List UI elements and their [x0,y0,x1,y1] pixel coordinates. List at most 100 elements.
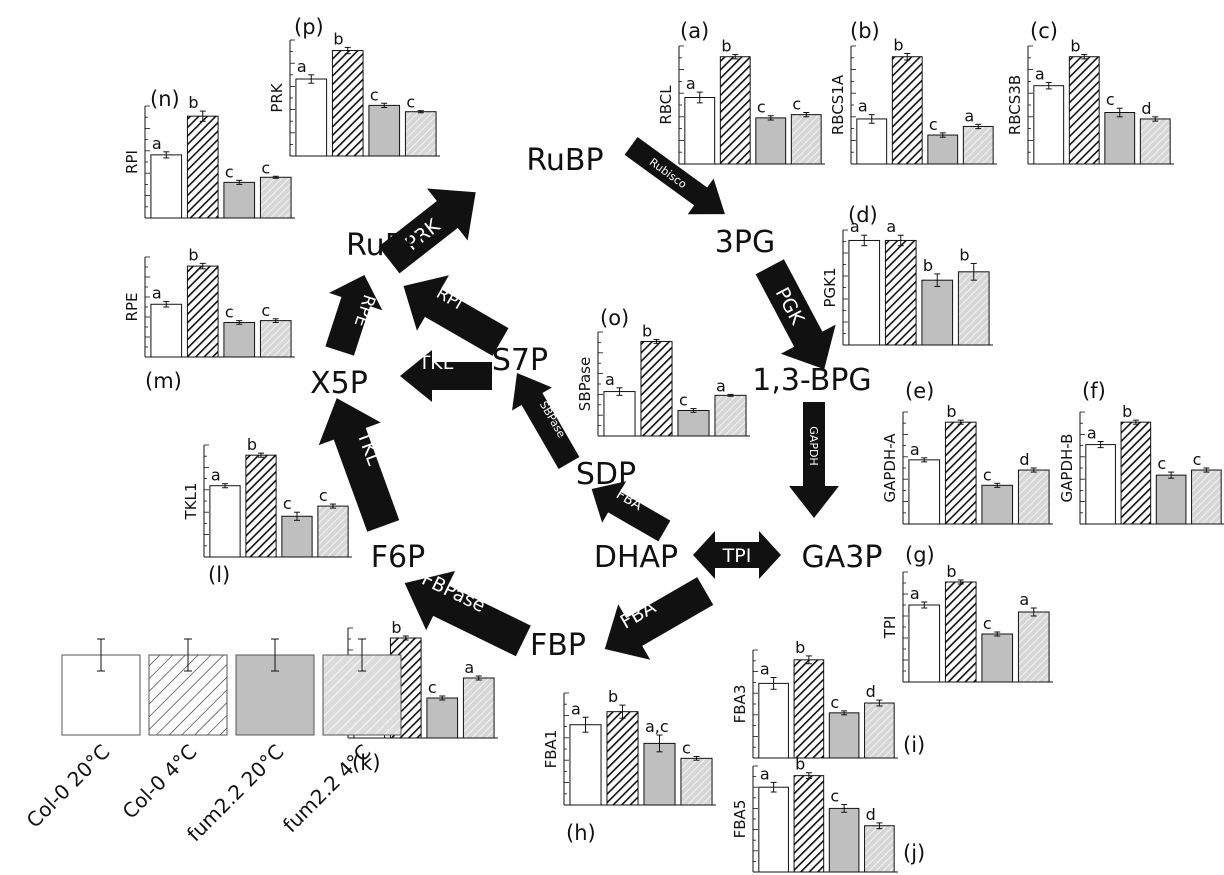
bar-fum2-2-20-c [828,807,860,873]
bar-fum2-2-4-c [259,176,292,219]
panel-label: (m) [145,369,182,393]
bar-col-0-4-c [1068,56,1100,165]
bar-fum2-2-20-c [921,279,954,346]
bar-col-0-4-c [186,265,219,358]
significance-letter: c [983,614,992,633]
bar-col-0-4-c [793,659,825,759]
y-label-rpe: RPE [123,293,141,322]
significance-letter: c [370,85,379,104]
bar-col-0-20-c [758,786,789,873]
y-label-tkl1: TKL1 [182,483,200,521]
metabolite-dhap: DHAP [594,540,678,575]
significance-letter: b [247,435,257,454]
significance-letter: b [1122,402,1132,421]
bar-col-0-4-c [944,421,977,525]
bar-col-0-20-c [295,78,328,157]
significance-letter: a,c [645,717,669,736]
panel-label: (f) [1082,379,1106,403]
significance-letter: a [858,97,868,116]
panel-o: a b c a SBPase (o) [576,306,750,437]
arrow-gapdh: GAPDH [789,402,839,518]
panel-label: (n) [150,87,180,111]
bar-fum2-2-4-c [790,114,822,165]
panel-g: a b c a TPI (g) [881,543,1053,683]
bar-fum2-2-4-c [957,271,990,346]
y-label-rbcs3b: RBCS3B [1006,75,1024,135]
significance-letter: a [1035,64,1045,83]
metabolite-ru5p: Ru5P [346,228,422,263]
bar-fum2-2-4-c [317,505,349,558]
metabolite-s7p: S7P [492,343,548,378]
panel-c: a b c d RBCS3B (c) [1006,19,1174,165]
significance-letter: a [297,57,307,76]
metabolite-f6p: F6P [371,540,425,575]
panel-m: a b c c RPE (m) [123,245,295,393]
panel-label: (k) [352,751,381,775]
metabolite-3pg: 3PG [715,225,775,260]
panel-p: a b c c PRK (p) [268,15,440,157]
significance-letter: a [716,376,726,395]
significance-letter: d [866,805,876,824]
y-label-rpi: RPI [123,150,141,174]
significance-letter: a [910,440,920,459]
metabolite-rubp: RuBP [526,143,603,178]
bar-col-0-20-c [684,96,716,165]
significance-letter: d [866,682,876,701]
significance-letter: a [964,106,974,125]
bar-fum2-2-20-c [368,104,401,157]
panel-label: (d) [848,203,878,227]
significance-letter: b [923,256,933,275]
panel-label: (j) [903,841,925,865]
panel-e: a b c d GAPDH-A (e) [881,379,1053,525]
bar-col-0-20-c [1033,85,1065,165]
significance-letter: c [983,465,992,484]
y-label-prk: PRK [268,82,286,112]
significance-letter: b [893,36,903,55]
significance-letter: c [792,95,801,114]
bar-col-0-4-c [944,581,977,683]
bar-col-0-20-c [856,118,888,165]
bar-col-0-20-c [758,682,789,759]
panel-i: a b c d FBA3 (i) [731,638,925,759]
bar-fum2-2-4-c [680,757,713,806]
significance-letter: a [850,217,860,236]
significance-letter: b [946,402,956,421]
panel-label: (a) [680,19,709,43]
significance-letter: b [188,245,198,264]
bar-fum2-2-20-c [223,321,256,358]
bar-col-0-4-c [719,56,751,165]
panel-n: a b c c RPI (n) [123,87,295,219]
panel-label: (p) [294,15,324,39]
expression-panels: a b c c RBCL (a) a b c a RBCS1A (b) a b c d RBCS3B (c) a a b… [123,15,1224,873]
significance-letter: b [391,618,401,637]
panel-label: (e) [905,379,934,403]
significance-letter: b [333,29,343,48]
significance-letter: a [605,370,615,389]
significance-letter: c [283,494,292,513]
significance-letter: a [211,466,221,485]
panel-label: (i) [903,733,925,757]
significance-letter: a [910,584,920,603]
panel-b: a b c a RBCS1A (b) [829,19,997,165]
bar-col-0-4-c [331,50,364,157]
metabolite-fbp: FBP [530,628,586,663]
significance-letter: c [1157,454,1166,473]
bar-fum2-2-20-c [1104,112,1136,165]
panel-label: (b) [850,19,880,43]
panel-l: a b c c TKL1 (l) [182,435,352,587]
significance-letter: c [679,391,688,410]
bar-fum2-2-4-c [1191,469,1222,525]
significance-letter: a [464,658,474,677]
panel-h: a b a,c c FBA1 (h) [542,687,716,845]
significance-letter: a [152,134,162,153]
significance-letter: b [1070,37,1080,56]
bar-fum2-2-4-c [462,677,495,739]
bar-col-0-20-c [1085,444,1116,525]
y-label-fba5: FBA5 [731,800,749,839]
significance-letter: c [1106,90,1115,109]
y-label-sbpase: SBPase [576,357,594,411]
metabolite-ga3p: GA3P [802,540,883,575]
bar-fum2-2-4-c [404,111,437,157]
